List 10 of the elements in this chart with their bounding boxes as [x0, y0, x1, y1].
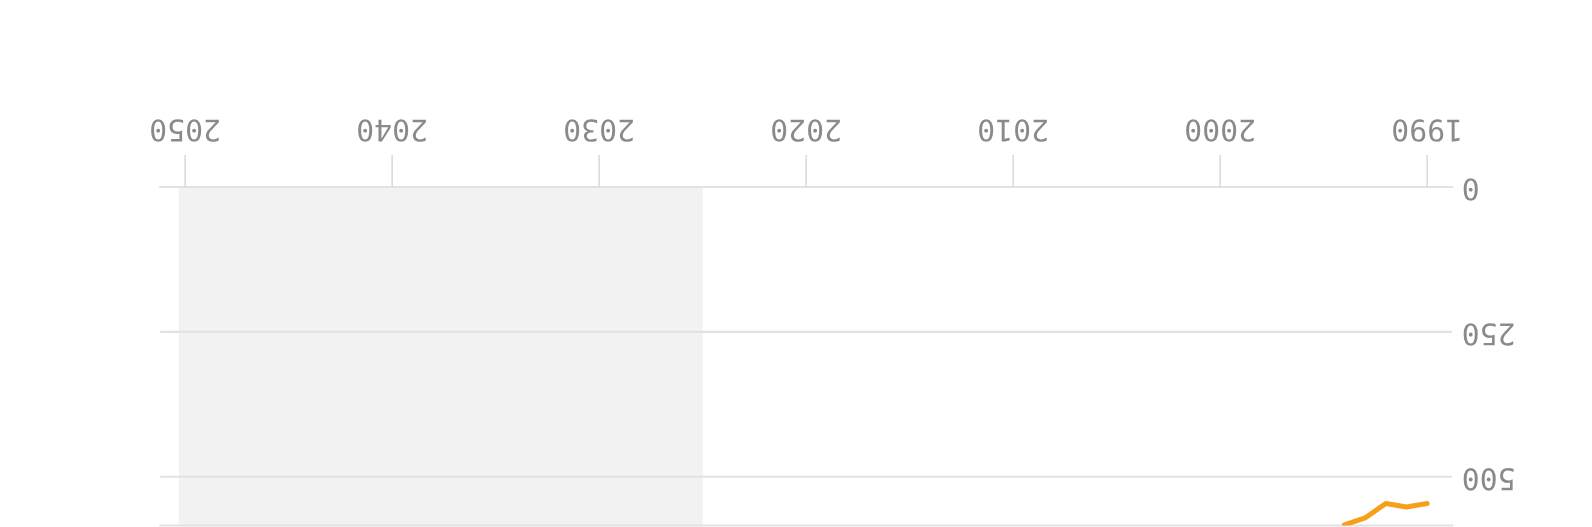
x-tick-label: 2010	[979, 119, 1047, 142]
y-tick-label: 250	[1463, 323, 1514, 346]
x-tick-label: 2030	[565, 119, 633, 142]
y-tick-label: 0	[1463, 178, 1478, 201]
x-tick-label: 1990	[1393, 119, 1460, 142]
x-tick-label: 2050	[151, 119, 219, 142]
x-tick-label: 2020	[772, 119, 840, 142]
x-tick-label: 2040	[358, 119, 426, 142]
y-tick-label: 500	[1463, 468, 1514, 491]
x-tick-label: 2000	[1186, 119, 1254, 142]
